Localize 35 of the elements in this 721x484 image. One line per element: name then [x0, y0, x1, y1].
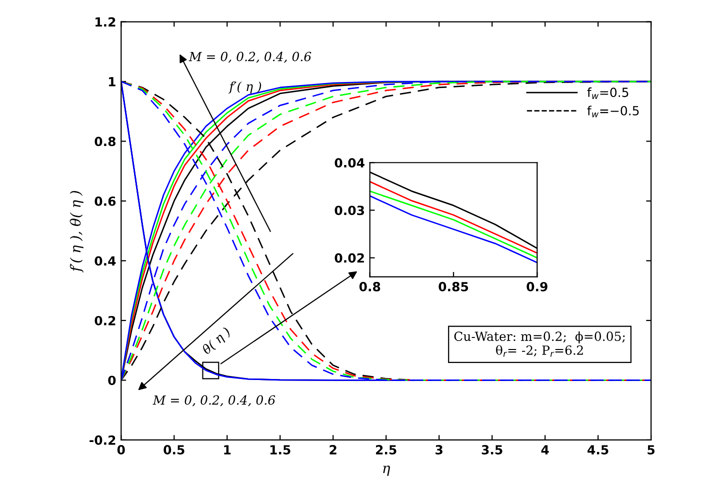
x-tick-label: 0.8 — [359, 282, 380, 292]
line-series — [370, 180, 538, 254]
x-axis-title: η — [383, 466, 390, 476]
x-tick-label: 2.5 — [376, 445, 396, 454]
annotation: θ( η ) — [200, 326, 233, 357]
y-axis-title: f′( η ), θ( η ) — [70, 191, 84, 272]
y-tick-label: 0.2 — [94, 316, 116, 326]
annotation: M = 0, 0.2, 0.4, 0.6 — [152, 395, 276, 406]
y-tick-label: 0 — [108, 376, 116, 386]
y-tick-label: 0.04 — [334, 158, 364, 168]
y-tick-label: 1 — [108, 77, 116, 86]
x-tick-label: 0.9 — [526, 282, 548, 292]
y-tick-label: 1.2 — [96, 17, 116, 27]
x-tick-label: 2 — [330, 445, 336, 454]
x-tick-label: 3 — [436, 445, 442, 454]
y-tick-label: 0.6 — [94, 196, 116, 206]
x-tick-label: 1 — [224, 445, 231, 454]
annotation: Cu-Water: m=0.2; ϕ=0.05; θ$_{r}$= -2; P$_{r}$=6.2 — [454, 331, 625, 357]
x-tick-label: 5 — [648, 445, 655, 454]
x-tick-label: 0.85 — [438, 282, 468, 292]
y-tick-label: 0.03 — [334, 206, 364, 216]
x-tick-label: 4.5 — [588, 445, 608, 454]
x-tick-label: 3.5 — [482, 445, 502, 454]
y-tick-label: 0.8 — [94, 136, 116, 146]
x-tick-label: 1.5 — [270, 445, 290, 454]
legend-label: f$_{w}$=0.5 — [587, 87, 628, 99]
y-tick-label: 0.4 — [94, 256, 116, 266]
annotation: M = 0, 0.2, 0.4, 0.6 — [188, 52, 312, 63]
y-tick-label: 0.02 — [334, 253, 364, 263]
legend-label: f$_{w}$=−0.5 — [587, 106, 639, 118]
x-tick-label: 0.5 — [164, 445, 184, 454]
x-tick-label: 0 — [117, 445, 125, 454]
annotation: f′( η ) — [228, 81, 262, 94]
y-tick-label: -0.2 — [90, 435, 116, 445]
x-tick-label: 4 — [541, 445, 549, 454]
